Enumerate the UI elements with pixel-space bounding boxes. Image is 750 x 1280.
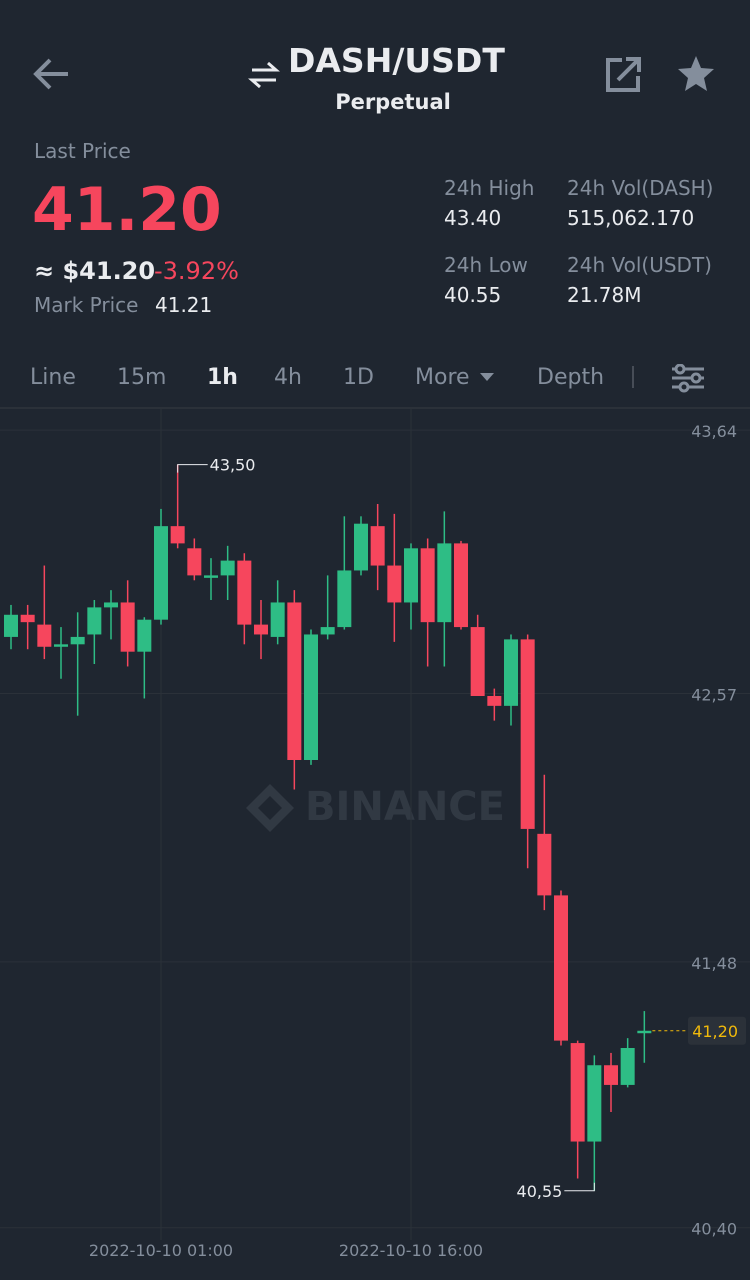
last-price-box — [688, 1016, 746, 1045]
candle-body — [570, 1043, 585, 1142]
candle-body — [437, 543, 452, 623]
candle-body — [254, 624, 268, 635]
interval-tab[interactable]: 4h — [274, 365, 302, 390]
favorite-button[interactable] — [678, 56, 714, 91]
candle-body — [637, 1030, 652, 1034]
candle-body — [287, 602, 302, 760]
candle-body — [4, 614, 18, 637]
candle-body — [54, 644, 68, 647]
candle-body — [37, 624, 52, 647]
header-icons — [33, 56, 714, 92]
stat-label: 24h Vol(USDT) — [567, 253, 712, 277]
candle-body — [20, 614, 35, 623]
x-tick-label: 2022-10-10 16:00 — [339, 1241, 483, 1260]
y-tick-label: 43,64 — [691, 422, 737, 441]
candle-body — [604, 1065, 618, 1085]
price-change: -3.92% — [154, 257, 239, 285]
mark-price: 41.21 — [155, 293, 213, 317]
high-marker — [177, 464, 208, 473]
candle-body — [187, 548, 202, 576]
candle-body — [504, 639, 518, 706]
settings-button[interactable] — [672, 364, 704, 393]
interval-tab[interactable]: 1D — [343, 365, 374, 390]
candle-body — [120, 602, 135, 652]
interval-tab[interactable]: 1h — [207, 365, 238, 390]
candle-body — [204, 575, 218, 578]
candle-body — [554, 895, 568, 1041]
high-label: 43,50 — [210, 456, 256, 475]
candle-body — [304, 634, 318, 760]
candle-body — [337, 570, 352, 628]
candle-body — [237, 560, 252, 625]
candle-body — [87, 607, 102, 635]
watermark-logo — [246, 784, 294, 832]
interval-tab[interactable]: More — [415, 365, 470, 390]
last-price-label: 41,20 — [692, 1022, 738, 1041]
candle-body — [220, 560, 235, 576]
y-tick-label: 42,57 — [691, 686, 737, 705]
candle-body — [370, 526, 385, 566]
candle-body — [620, 1048, 635, 1085]
candle-body — [537, 833, 552, 896]
candle-body — [104, 602, 118, 608]
candle-body — [70, 636, 85, 645]
watermark: BINANCE — [305, 784, 505, 830]
x-tick-label: 2022-10-10 01:00 — [89, 1241, 233, 1260]
last-price-label[interactable]: Last Price — [34, 139, 131, 163]
candle-body — [520, 639, 535, 829]
y-tick-label: 40,40 — [691, 1220, 737, 1239]
last-price: 41.20 — [32, 175, 222, 245]
candle-body — [454, 543, 468, 628]
candle-body — [587, 1065, 602, 1142]
share-button[interactable] — [606, 57, 641, 92]
candle-body — [170, 526, 185, 544]
y-tick-label: 41,48 — [691, 954, 737, 973]
stat-label: 24h Low — [444, 253, 528, 277]
candle-body — [270, 602, 285, 637]
low-label: 40,55 — [517, 1182, 563, 1201]
candle-body — [387, 565, 402, 603]
candle-body — [137, 619, 152, 652]
candle-body — [354, 523, 368, 571]
approx-price: ≈ $41.20 — [34, 257, 156, 285]
tab-icons — [480, 364, 704, 393]
pair-title: DASH/USDT — [288, 41, 505, 80]
candle-body — [420, 548, 435, 623]
back-button[interactable] — [33, 58, 68, 90]
interval-tab[interactable]: Line — [30, 365, 76, 390]
mark-price-label: Mark Price — [34, 293, 139, 317]
more-dropdown-icon[interactable] — [480, 373, 494, 381]
candle-body — [470, 627, 485, 696]
stat-value: 515,062.170 — [567, 206, 695, 230]
stat-value: 21.78M — [567, 283, 642, 307]
stat-label: 24h High — [444, 176, 535, 200]
candle-body — [487, 696, 502, 706]
interval-tab[interactable]: Depth — [537, 365, 605, 390]
candle-body — [320, 627, 335, 635]
interval-tab[interactable]: 15m — [117, 365, 167, 390]
candle-body — [154, 526, 168, 620]
low-marker — [564, 1182, 595, 1192]
contract-type: Perpetual — [335, 90, 451, 114]
stat-label: 24h Vol(DASH) — [567, 176, 714, 200]
stat-value: 43.40 — [444, 206, 502, 230]
stat-value: 40.55 — [444, 283, 502, 307]
candle-body — [404, 548, 418, 603]
swap-icon[interactable] — [248, 61, 280, 89]
